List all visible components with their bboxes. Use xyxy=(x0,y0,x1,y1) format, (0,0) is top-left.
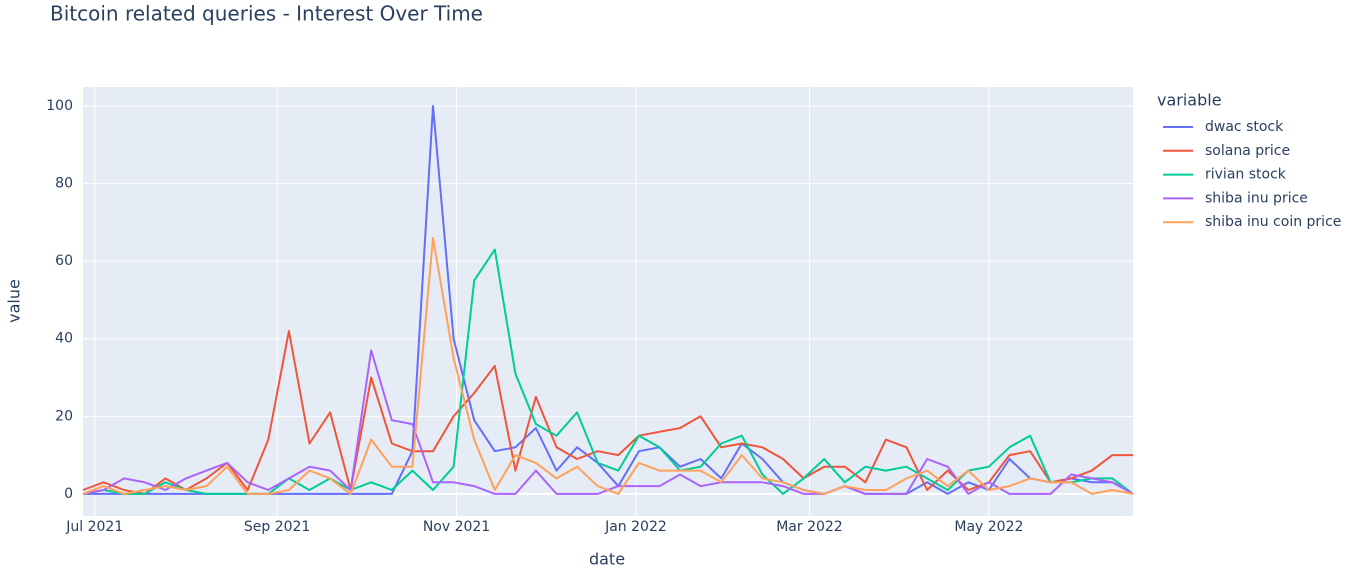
y-tick-label: 60 xyxy=(55,253,73,269)
y-tick-label: 0 xyxy=(64,486,73,502)
x-tick-label: Sep 2021 xyxy=(244,519,310,535)
x-tick-label: Jan 2022 xyxy=(604,519,667,535)
y-axis-label: value xyxy=(5,279,24,323)
legend-label: shiba inu coin price xyxy=(1205,214,1341,230)
x-tick-label: Mar 2022 xyxy=(776,519,843,535)
legend-title: variable xyxy=(1157,91,1222,110)
x-tick-label: Jul 2021 xyxy=(65,519,123,535)
y-tick-label: 80 xyxy=(55,176,73,192)
legend-label: dwac stock xyxy=(1205,119,1284,135)
y-tick-label: 40 xyxy=(55,331,73,347)
chart-title: Bitcoin related queries - Interest Over … xyxy=(50,2,483,26)
legend-label: solana price xyxy=(1205,143,1290,159)
series-line xyxy=(82,236,1134,495)
x-axis-label: date xyxy=(589,550,625,569)
legend-label: shiba inu price xyxy=(1205,190,1308,206)
legend-label: rivian stock xyxy=(1205,167,1287,183)
x-tick-label: Nov 2021 xyxy=(423,519,490,535)
x-tick-label: May 2022 xyxy=(954,519,1023,535)
plot-area xyxy=(83,87,1133,516)
y-tick-label: 20 xyxy=(55,408,73,424)
y-tick-label: 100 xyxy=(46,98,73,114)
